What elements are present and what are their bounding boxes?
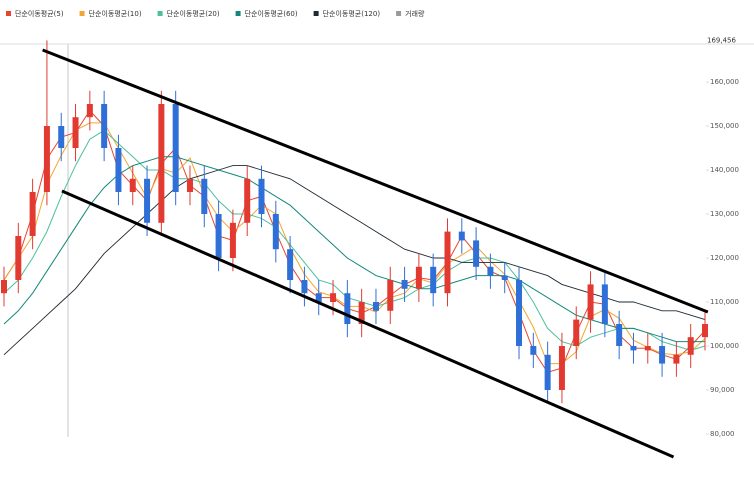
candle-body xyxy=(387,280,394,311)
moving-average-line xyxy=(3,122,706,365)
candle-body xyxy=(473,240,480,267)
candle-body xyxy=(544,354,551,390)
candle-body xyxy=(659,346,666,364)
candle-body xyxy=(86,104,93,118)
candle-body xyxy=(229,222,236,258)
candle-body xyxy=(601,284,608,324)
candle-body xyxy=(673,354,680,364)
candle-body xyxy=(372,302,379,311)
candle-body xyxy=(616,324,623,346)
candle-body xyxy=(344,293,351,324)
y-tick-label: 130,000 xyxy=(710,210,739,218)
legend-swatch xyxy=(6,11,11,16)
candle-body xyxy=(1,280,7,294)
candle-body xyxy=(172,104,179,192)
candle-body xyxy=(29,192,36,236)
candle-body xyxy=(444,231,451,294)
candle-body xyxy=(258,178,265,214)
candle-body xyxy=(630,346,637,351)
legend-swatch xyxy=(396,11,402,16)
legend-label: 단순이동평균(60) xyxy=(245,9,298,18)
trend-line xyxy=(61,189,675,459)
candle-body xyxy=(201,178,208,214)
candle-body xyxy=(158,104,165,223)
candle-body xyxy=(244,178,251,223)
y-tick-label: 160,000 xyxy=(710,78,739,86)
legend-swatch xyxy=(157,11,163,16)
candle-body xyxy=(129,178,136,192)
legend-label: 단순이동평균(20) xyxy=(167,9,220,18)
candle-body xyxy=(487,266,494,276)
y-tick-label: 140,000 xyxy=(710,166,739,174)
legend-label: 거래량 xyxy=(405,9,425,18)
candle-body xyxy=(301,280,308,294)
moving-average-line xyxy=(3,165,706,356)
y-tick-label: 120,000 xyxy=(710,254,739,262)
candle-body xyxy=(315,293,322,302)
y-tick-label: 150,000 xyxy=(710,122,739,130)
candle-body xyxy=(58,126,65,148)
candle-body xyxy=(430,266,437,294)
legend-swatch xyxy=(79,11,85,16)
candle-body xyxy=(101,104,108,148)
candle-body xyxy=(530,346,537,355)
candle-body xyxy=(558,346,565,390)
legend-swatch xyxy=(313,11,319,16)
candle-body xyxy=(644,346,651,351)
legend-swatch xyxy=(235,11,241,16)
candle-body xyxy=(501,275,508,280)
legend: 단순이동평균(5) 단순이동평균(10) 단순이동평균(20) 단순이동평균(60) 단… xyxy=(6,9,425,18)
y-tick-label: 110,000 xyxy=(710,298,739,306)
candle-body xyxy=(516,280,523,346)
candle-body xyxy=(587,284,594,320)
candle-body xyxy=(15,236,22,280)
moving-average-line xyxy=(3,129,706,351)
candle-body xyxy=(72,117,79,148)
candle-body xyxy=(144,178,151,223)
y-tick-label: 80,000 xyxy=(710,430,735,438)
y-tick-label: 100,000 xyxy=(710,342,739,350)
candle-body xyxy=(287,249,294,280)
legend-label: 단순이동평균(120) xyxy=(323,9,381,18)
candle-body xyxy=(687,337,694,355)
high-price-label: 169,456 xyxy=(707,36,736,44)
candle-body xyxy=(358,302,365,324)
candle-body xyxy=(702,324,708,338)
candle-body xyxy=(401,280,408,289)
y-tick-label: 90,000 xyxy=(710,386,735,394)
candle-body xyxy=(186,178,193,192)
legend-label: 단순이동평균(5) xyxy=(15,9,64,18)
candle-body xyxy=(330,293,337,302)
legend-label: 단순이동평균(10) xyxy=(89,9,142,18)
candle-body xyxy=(115,148,122,192)
candle-body xyxy=(458,231,465,241)
candle-body xyxy=(43,126,50,192)
trend-line xyxy=(42,48,709,314)
candle-body xyxy=(272,214,279,250)
moving-average-line xyxy=(3,109,706,373)
candle-body xyxy=(573,319,580,346)
candle-body xyxy=(215,214,222,258)
candle-body xyxy=(415,266,422,289)
